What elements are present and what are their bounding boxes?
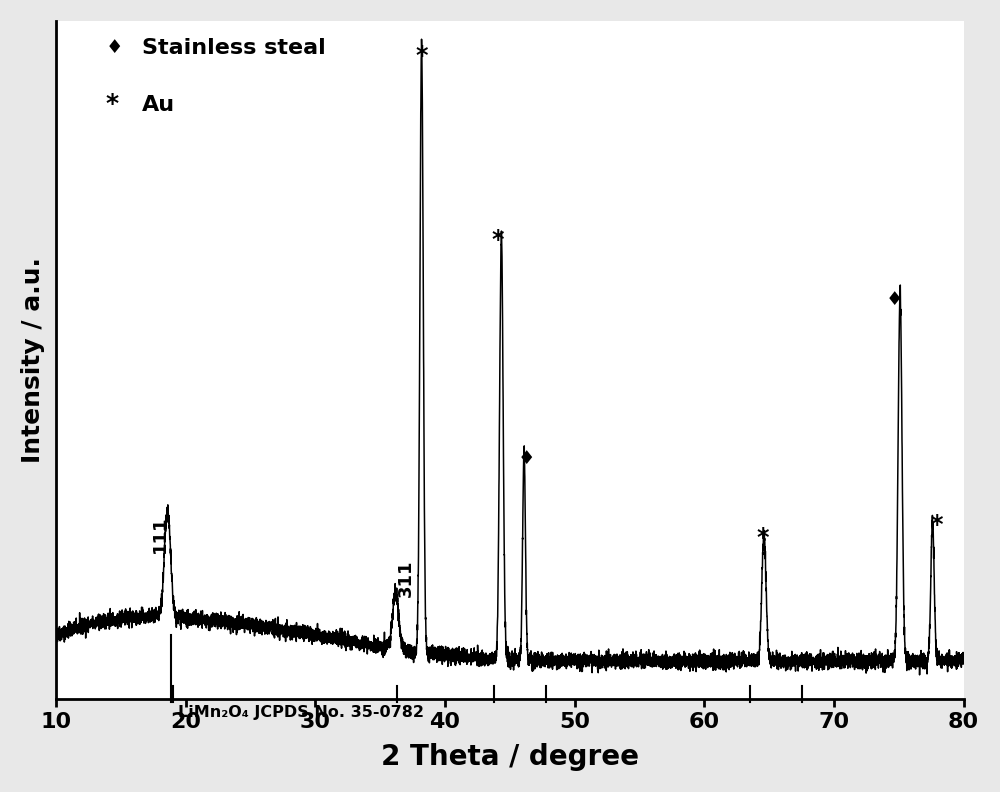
Text: 111: 111	[151, 516, 169, 553]
Text: *: *	[930, 513, 943, 537]
Text: ♦: ♦	[886, 290, 904, 309]
Text: ♦: ♦	[106, 38, 123, 57]
Text: LiMn₂O₄ JCPDS No. 35-0782: LiMn₂O₄ JCPDS No. 35-0782	[178, 705, 424, 720]
Text: *: *	[492, 228, 504, 252]
Y-axis label: Intensity / a.u.: Intensity / a.u.	[21, 257, 45, 463]
Text: Au: Au	[142, 95, 175, 116]
Text: ♦: ♦	[518, 448, 535, 467]
Text: Stainless steal: Stainless steal	[142, 38, 326, 58]
Text: 311: 311	[397, 560, 415, 597]
Text: *: *	[106, 92, 119, 116]
Text: *: *	[415, 44, 428, 68]
X-axis label: 2 Theta / degree: 2 Theta / degree	[381, 743, 639, 771]
Text: *: *	[756, 526, 769, 550]
